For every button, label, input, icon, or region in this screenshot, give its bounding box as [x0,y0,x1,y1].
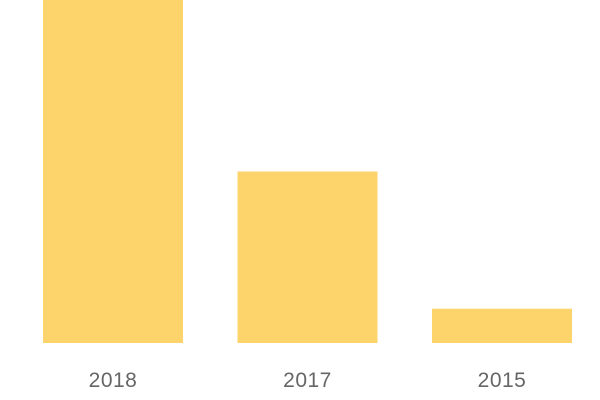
x-tick-label: 2018 [89,369,138,392]
x-tick-label: 2015 [478,369,527,392]
x-tick-label: 2017 [283,369,332,392]
bar-2018 [43,0,183,343]
bar-2015 [432,308,572,343]
bar-2017 [237,171,378,343]
